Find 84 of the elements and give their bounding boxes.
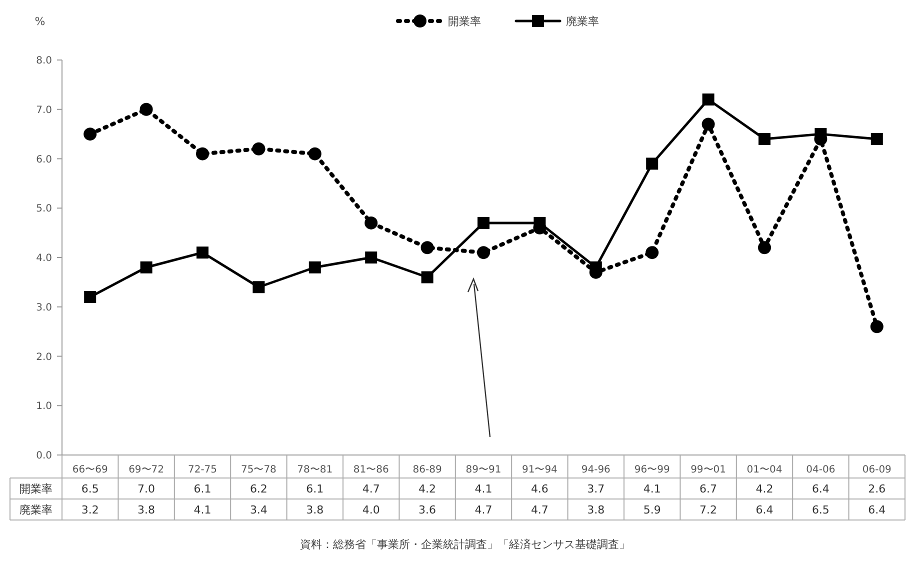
point [646,158,658,170]
data-label: 6.5 [812,503,830,516]
data-label: 4.1 [194,503,212,516]
data-label: 6.4 [812,482,830,496]
data-label: 6.4 [756,503,774,516]
point [196,147,209,160]
x-tick-label: 78〜81 [297,464,333,476]
data-label: 6.4 [868,503,886,516]
y-tick-label: 2.0 [36,352,52,363]
data-label: 6.1 [306,482,324,496]
data-label: 3.7 [587,482,605,496]
point [758,133,770,145]
y-tick-label: 3.0 [36,302,52,314]
point [420,241,434,254]
y-axis-title: % [34,15,46,28]
y-tick-label: 4.0 [36,253,52,264]
x-tick-label: 06-09 [862,464,892,476]
data-label: 6.5 [81,482,99,496]
y-tick-label: 6.0 [36,154,52,166]
data-label: 3.2 [81,503,99,516]
point [477,246,490,260]
data-label: 4.2 [418,482,436,496]
point [308,261,321,274]
y-tick-label: 8.0 [36,56,52,66]
data-label: 4.7 [530,503,548,516]
legend-label: 廃業率 [566,14,599,28]
data-label: 5.9 [643,503,661,516]
point [421,271,434,284]
data-label: 4.0 [362,503,380,516]
x-tick-label: 66〜69 [72,464,108,476]
data-label: 4.7 [474,503,492,516]
text: 資料：総務省「事業所・企業統計調査」「経済センサス基礎調査」 [300,538,630,551]
y-tick-label: 1.0 [36,401,52,412]
x-tick-label: 69〜72 [128,464,164,476]
x-tick-label: 81〜86 [353,464,389,476]
text: 開業率 [20,482,52,496]
x-tick-label: 75〜78 [240,464,276,476]
data-label: 4.1 [643,482,661,496]
point [870,133,883,145]
x-tick-label: 04-06 [806,464,836,476]
data-label: 4.7 [362,482,380,496]
point [646,246,659,260]
point [702,118,715,131]
x-tick-label: 94-96 [581,464,610,476]
x-tick-label: 86-89 [412,464,442,476]
x-tick-label: 89〜91 [466,464,502,476]
point [196,246,208,259]
data-label: 3.8 [306,503,324,516]
point [84,291,96,303]
x-tick-label: 72-75 [188,464,218,476]
data-label: 4.1 [474,482,492,496]
x-tick-label: 01〜04 [746,464,782,476]
data-label: 6.1 [194,482,212,496]
y-tick-label: 7.0 [36,104,52,116]
data-label: 3.6 [418,503,436,516]
data-label: 3.8 [587,503,605,516]
data-label: 4.6 [530,482,548,496]
point [758,241,771,254]
data-label: 6.2 [250,482,268,496]
point [870,320,884,334]
y-tick-label: 0.0 [36,450,52,462]
y-tick-label: 5.0 [36,204,52,215]
point [84,128,97,141]
x-tick-label: 91〜94 [522,464,558,476]
x-tick-label: 96〜99 [634,464,670,476]
point [364,216,378,230]
point [140,102,153,116]
point [365,252,378,264]
data-label: 2.6 [868,482,886,496]
point [140,261,152,274]
data-label: 7.0 [138,482,156,496]
legend-label: 開業率 [448,14,481,28]
point [478,216,490,229]
point [252,142,266,156]
data-label: 6.7 [700,482,718,496]
data-label: 7.2 [700,503,718,516]
point [252,281,265,294]
x-tick-label: 99〜01 [690,464,726,476]
point [308,147,322,160]
data-label: 3.4 [250,503,268,516]
point [702,94,714,106]
text: 廃業率 [20,503,52,516]
data-label: 4.2 [756,482,774,496]
data-label: 3.8 [138,503,156,516]
